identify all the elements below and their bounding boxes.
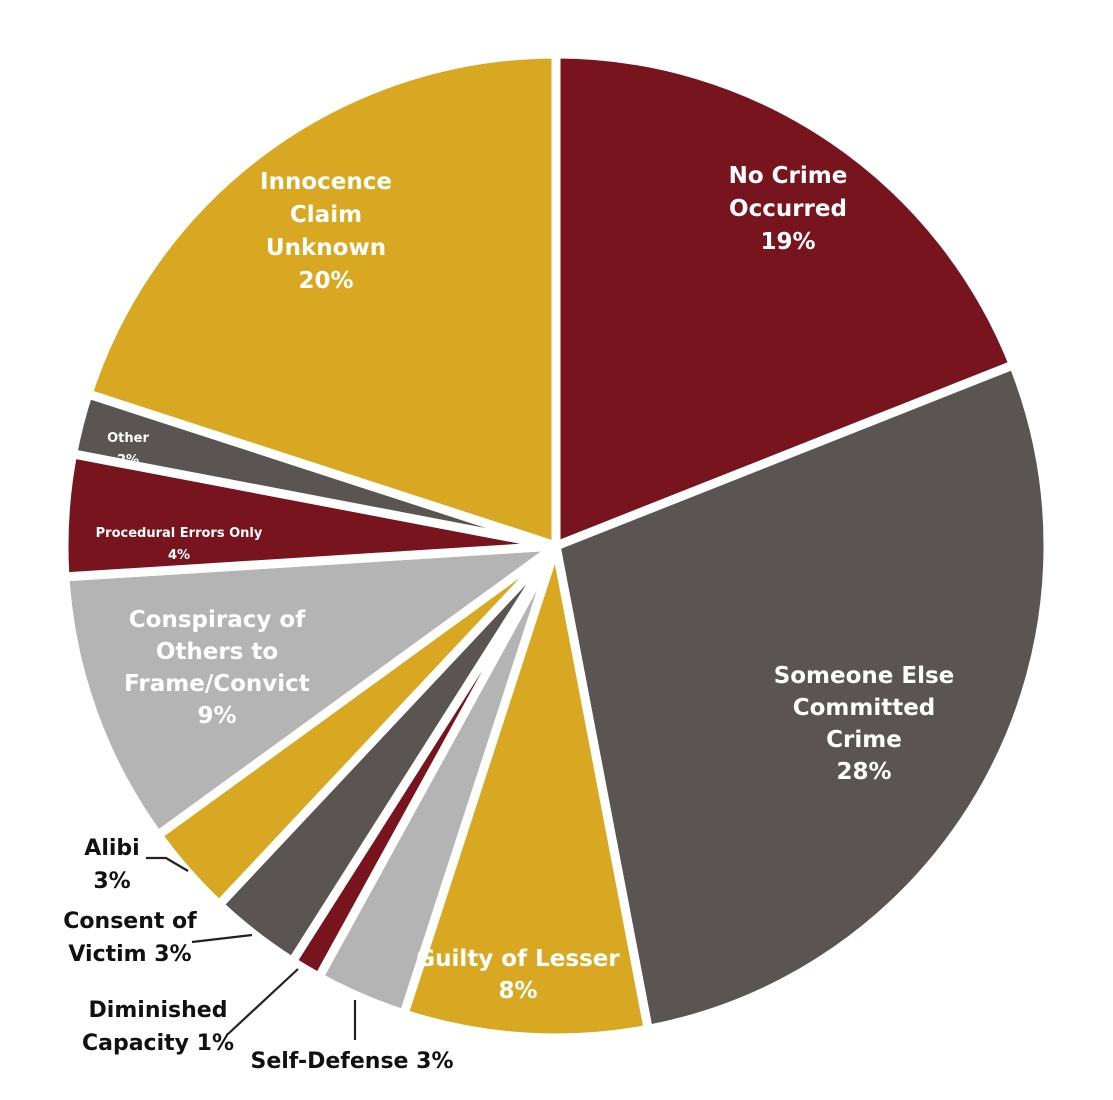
- slice-guilty-of-lesser: [398, 544, 654, 1043]
- label-line: No Crime: [729, 163, 848, 189]
- label-alibi: Alibi 3%: [84, 836, 139, 894]
- label-line: Self-Defense 3%: [251, 1049, 454, 1074]
- label-line: Occurred: [729, 196, 847, 222]
- label-line: Others to: [156, 639, 278, 665]
- label-line: 9%: [197, 703, 236, 729]
- label-line: Claim: [290, 202, 362, 228]
- label-self-defense: Self-Defense 3%: [251, 1049, 454, 1074]
- leader-line-diminished-capacity: [227, 968, 299, 1035]
- label-line: 2%: [117, 453, 139, 468]
- label-line: Guilty of Lesser: [416, 946, 620, 972]
- label-line: 4%: [168, 548, 190, 563]
- label-someone-else-committed-crime: Someone Else Committed Crime 28%: [774, 663, 955, 785]
- label-line: 8%: [498, 978, 537, 1004]
- label-line: Consent of: [63, 909, 197, 934]
- label-line: Committed: [793, 695, 936, 721]
- label-diminished-capacity: Diminished Capacity 1%: [82, 998, 234, 1056]
- label-line: 3%: [93, 869, 130, 894]
- label-line: Diminished: [89, 998, 228, 1023]
- leader-line-consent-of-victim: [191, 933, 253, 944]
- pie-slices: [59, 49, 1053, 1043]
- label-consent-of-victim: Consent of Victim 3%: [63, 909, 197, 967]
- label-line: Capacity 1%: [82, 1031, 234, 1056]
- label-line: 20%: [298, 268, 353, 294]
- label-line: 28%: [836, 759, 891, 785]
- label-line: Procedural Errors Only: [96, 526, 263, 541]
- label-other: Other 2%: [107, 431, 149, 468]
- label-procedural-errors-only: Procedural Errors Only 4%: [96, 526, 263, 563]
- label-line: Innocence: [260, 169, 392, 195]
- slice-conspiracy-of-others-to-frame-convict: [60, 540, 572, 842]
- label-line: 19%: [760, 229, 815, 255]
- label-guilty-of-lesser: Guilty of Lesser 8%: [416, 946, 620, 1004]
- leader-lines: [146, 856, 357, 1040]
- label-no-crime-occurred: No Crime Occurred 19%: [729, 163, 848, 255]
- label-innocence-claim-unknown: Innocence Claim Unknown 20%: [260, 169, 392, 294]
- label-line: Victim 3%: [68, 942, 191, 967]
- label-line: Other: [107, 431, 149, 446]
- slice-innocence-claim-unknown: [82, 49, 561, 553]
- label-line: Crime: [826, 727, 902, 753]
- label-conspiracy-of-others-to-frame-convict: Conspiracy of Others to Frame/Convict 9%: [124, 607, 310, 729]
- label-line: Someone Else: [774, 663, 955, 689]
- label-line: Alibi: [84, 836, 139, 861]
- slice-someone-else-committed-crime: [550, 359, 1053, 1035]
- leader-line-alibi: [146, 856, 189, 872]
- label-line: Unknown: [266, 235, 386, 261]
- slice-no-crime-occurred: [551, 49, 1020, 553]
- label-line: Frame/Convict: [124, 671, 310, 697]
- label-line: Conspiracy of: [129, 607, 306, 633]
- slice-labels: No Crime Occurred 19% Someone Else Committed…: [63, 163, 954, 1074]
